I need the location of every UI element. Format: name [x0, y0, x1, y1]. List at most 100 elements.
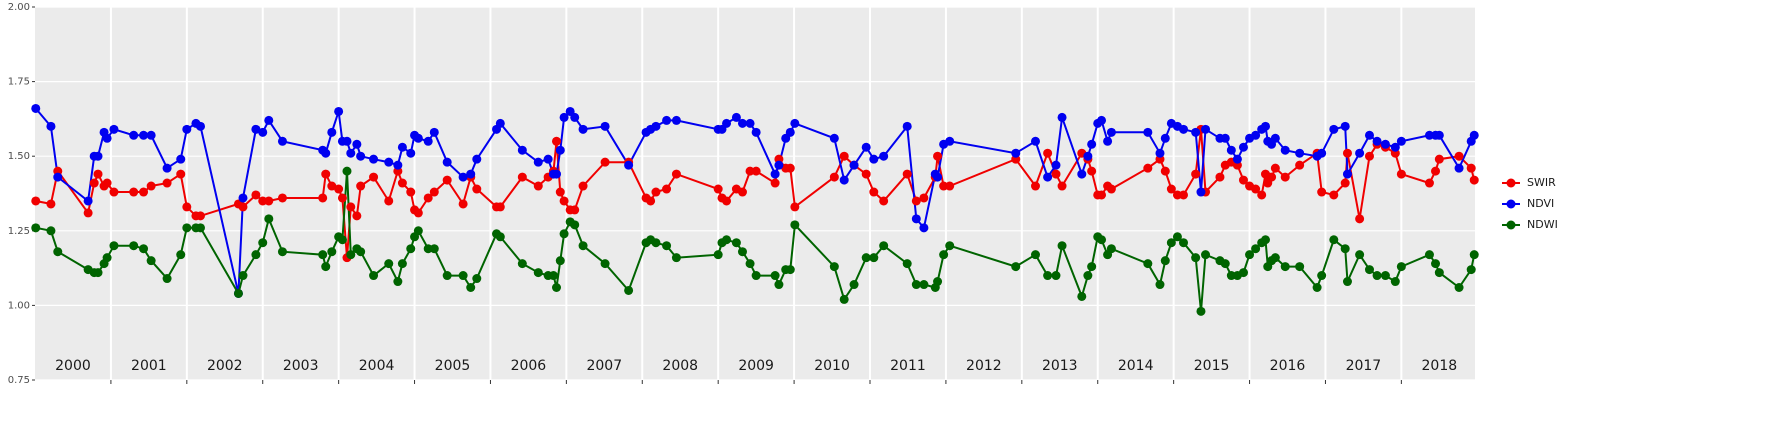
data-point: [238, 202, 248, 212]
data-point: [1196, 187, 1206, 197]
x-tick-label: 2015: [1194, 358, 1230, 374]
data-point: [129, 187, 139, 197]
data-point: [533, 268, 543, 278]
data-point: [1466, 265, 1476, 275]
data-point: [517, 145, 527, 155]
data-point: [839, 175, 849, 185]
data-point: [671, 115, 681, 125]
data-point: [751, 127, 761, 137]
data-point: [1469, 130, 1479, 140]
data-point: [162, 274, 172, 284]
data-point: [1280, 172, 1290, 182]
data-point: [195, 223, 205, 233]
data-point: [751, 271, 761, 281]
data-point: [352, 211, 362, 221]
legend-key-point: [1506, 178, 1516, 188]
data-point: [442, 271, 452, 281]
data-point: [429, 244, 439, 254]
data-point: [1280, 262, 1290, 272]
data-point: [397, 142, 407, 152]
data-point: [555, 256, 565, 266]
data-point: [933, 151, 943, 161]
data-point: [722, 118, 732, 128]
data-point: [321, 169, 331, 179]
data-point: [384, 157, 394, 167]
data-point: [1155, 148, 1165, 158]
data-point: [919, 280, 929, 290]
data-point: [945, 136, 955, 146]
data-point: [1251, 244, 1261, 254]
data-point: [559, 112, 569, 122]
data-point: [458, 172, 468, 182]
data-point: [146, 256, 156, 266]
data-point: [578, 181, 588, 191]
data-point: [600, 121, 610, 131]
data-point: [646, 196, 656, 206]
data-point: [570, 112, 580, 122]
data-point: [1355, 250, 1365, 260]
data-point: [774, 280, 784, 290]
data-point: [600, 157, 610, 167]
data-point: [1051, 160, 1061, 170]
data-point: [1030, 136, 1040, 146]
data-point: [933, 172, 943, 182]
data-point: [337, 235, 347, 245]
data-point: [1380, 139, 1390, 149]
data-point: [277, 247, 287, 257]
x-tick-label: 2013: [1042, 358, 1078, 374]
data-point: [1260, 235, 1270, 245]
data-point: [1434, 130, 1444, 140]
legend-label: SWIR: [1527, 176, 1556, 189]
data-point: [1097, 115, 1107, 125]
x-tick-label: 2012: [966, 358, 1002, 374]
data-point: [423, 136, 433, 146]
data-point: [570, 205, 580, 215]
data-point: [429, 127, 439, 137]
data-point: [346, 148, 356, 158]
data-point: [1143, 163, 1153, 173]
data-point: [318, 250, 328, 260]
data-point: [1270, 133, 1280, 143]
data-point: [327, 127, 337, 137]
data-point: [429, 187, 439, 197]
x-tick-label: 2009: [738, 358, 774, 374]
data-point: [176, 154, 186, 164]
data-point: [146, 181, 156, 191]
data-point: [911, 214, 921, 224]
data-point: [770, 178, 780, 188]
data-point: [902, 259, 912, 269]
data-point: [1160, 133, 1170, 143]
data-point: [176, 250, 186, 260]
data-point: [1179, 190, 1189, 200]
data-point: [1191, 169, 1201, 179]
data-point: [551, 169, 561, 179]
data-point: [129, 241, 139, 251]
data-point: [327, 247, 337, 257]
data-point: [442, 157, 452, 167]
data-point: [1166, 184, 1176, 194]
data-point: [182, 124, 192, 134]
data-point: [369, 154, 379, 164]
y-tick-label: 1.25: [8, 226, 30, 237]
data-point: [861, 253, 871, 263]
data-point: [879, 151, 889, 161]
data-point: [1355, 214, 1365, 224]
data-point: [829, 172, 839, 182]
data-point: [277, 193, 287, 203]
data-point: [342, 166, 352, 176]
data-point: [1340, 121, 1350, 131]
data-point: [1267, 172, 1277, 182]
data-point: [1051, 169, 1061, 179]
data-point: [406, 148, 416, 158]
data-point: [737, 247, 747, 257]
data-point: [1077, 291, 1087, 301]
data-point: [93, 268, 103, 278]
data-point: [945, 181, 955, 191]
data-point: [624, 285, 634, 295]
data-point: [466, 169, 476, 179]
data-point: [277, 136, 287, 146]
data-point: [1342, 277, 1352, 287]
data-point: [251, 124, 261, 134]
legend-label: NDWI: [1527, 218, 1558, 231]
data-point: [785, 127, 795, 137]
